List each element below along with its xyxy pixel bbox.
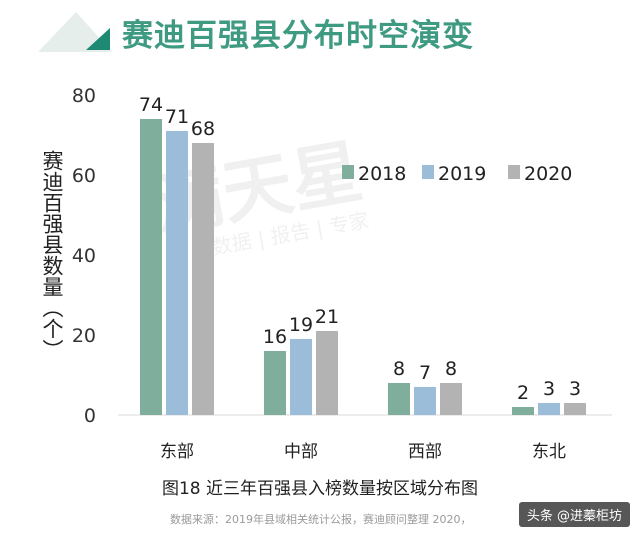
bar-2018 <box>264 351 286 415</box>
bar-2020 <box>564 403 586 415</box>
x-tick-label: 东北 <box>532 442 566 462</box>
y-tick-label: 60 <box>72 165 96 187</box>
legend-swatch-2020 <box>508 165 520 179</box>
bar-2020 <box>192 143 214 415</box>
data-label: 21 <box>315 306 339 328</box>
x-tick-label: 中部 <box>284 442 318 462</box>
data-label: 7 <box>419 362 431 384</box>
header-banner <box>38 12 112 52</box>
data-label: 2 <box>517 382 529 404</box>
legend-label: 2020 <box>524 163 572 185</box>
bar-2019 <box>166 131 188 415</box>
bar-2018 <box>388 383 410 415</box>
bar-2018 <box>140 119 162 415</box>
attribution-badge: 头条 @进蓁柜坊 <box>518 502 630 527</box>
data-label: 3 <box>569 378 581 400</box>
data-label: 3 <box>543 378 555 400</box>
data-label: 19 <box>289 314 313 336</box>
header-triangle-light-icon <box>38 12 112 52</box>
bar-2020 <box>440 383 462 415</box>
legend-swatch-2018 <box>342 165 354 179</box>
page-title: 赛迪百强县分布时空演变 <box>122 18 474 54</box>
bar-2018 <box>512 407 534 415</box>
legend-label: 2018 <box>358 163 406 185</box>
data-label: 16 <box>263 326 287 348</box>
x-tick-label: 东部 <box>160 442 194 462</box>
bar-2019 <box>414 387 436 415</box>
y-tick-label: 20 <box>72 325 96 347</box>
chart-caption: 图18 近三年百强县入榜数量按区域分布图 <box>161 479 479 499</box>
header-triangle-dark-icon <box>86 28 110 50</box>
data-label: 74 <box>139 94 163 116</box>
y-tick-label: 40 <box>72 245 96 267</box>
data-label: 71 <box>165 106 189 128</box>
legend-swatch-2019 <box>422 165 434 179</box>
bar-2019 <box>538 403 560 415</box>
legend-label: 2019 <box>438 163 486 185</box>
y-tick-label: 0 <box>84 405 96 427</box>
data-label: 8 <box>445 358 457 380</box>
data-label: 8 <box>393 358 405 380</box>
y-tick-label: 80 <box>72 85 96 107</box>
bar-2019 <box>290 339 312 415</box>
source-note: 数据来源：2019年县域相关统计公报，赛迪顾问整理 2020， <box>170 513 472 526</box>
data-label: 68 <box>191 118 215 140</box>
y-axis-label: 赛迪百强县数量（个） <box>40 150 64 360</box>
x-tick-label: 西部 <box>408 442 442 462</box>
bar-2020 <box>316 331 338 415</box>
